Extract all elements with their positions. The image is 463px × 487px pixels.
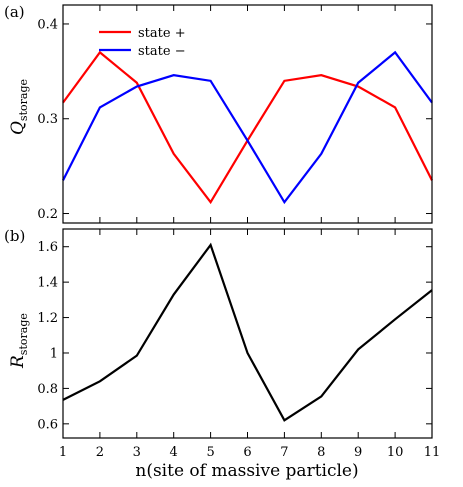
panel-a-series-line-0 xyxy=(62,50,433,205)
panel-b-xtick-label: 6 xyxy=(243,445,251,460)
legend: state + state − xyxy=(99,26,186,59)
panel-a-label: (a) xyxy=(4,3,25,21)
panel-b-ylabel: Rstorage xyxy=(8,313,30,369)
panel-b-series-line-0 xyxy=(62,242,433,422)
panel-b-xtick-label: 5 xyxy=(206,445,214,460)
panel-b-xlabel: n(site of massive particle) xyxy=(135,461,358,481)
panel-b-xtick-label: 4 xyxy=(170,445,178,460)
panel-b-xtick-label: 2 xyxy=(96,445,104,460)
panel-a-series-line-1 xyxy=(62,50,433,205)
panel-b-ytick-label: 1.6 xyxy=(37,240,58,255)
panel-b-ytick-label: 1.4 xyxy=(37,276,58,291)
panel-b-ylabel-sub: storage xyxy=(17,313,30,355)
panel-b-xtick-label: 3 xyxy=(133,445,141,460)
legend-label-state-minus: state − xyxy=(138,44,186,59)
panel-b-xtick-label: 1 xyxy=(59,445,67,460)
panel-b-frame xyxy=(62,228,433,439)
panel-b-ytick-label: 0.8 xyxy=(37,382,58,397)
panel-a-ytick-label: 0.4 xyxy=(37,17,58,32)
panel-a-ylabel-main: Q xyxy=(8,121,28,135)
panel-b-label: (b) xyxy=(4,227,25,245)
legend-label-state-plus: state + xyxy=(138,26,186,41)
panel-b: (b) 0.6 0.8 1 1.2 1.4 1.6 1 2 3 4 5 6 7 8 9 10 11 Rstora… xyxy=(4,227,440,481)
panel-a: (a) 0.2 0.3 0.4 Qstorage state + state − xyxy=(4,3,433,224)
panel-b-ylabel-main: R xyxy=(8,355,28,369)
panel-b-xtick-label: 11 xyxy=(424,445,441,460)
panel-a-frame xyxy=(62,4,433,224)
panel-b-ytick-label: 1 xyxy=(50,346,58,361)
panel-a-ylabel-sub: storage xyxy=(17,79,30,121)
panel-b-ticks: 0.6 0.8 1 1.2 1.4 1.6 1 2 3 4 5 6 7 8 9 10 11 xyxy=(37,229,440,460)
panel-b-xtick-label: 8 xyxy=(317,445,325,460)
panel-a-series xyxy=(62,50,433,205)
panel-b-xtick-label: 7 xyxy=(280,445,288,460)
panel-b-ytick-label: 1.2 xyxy=(37,311,58,326)
panel-b-xtick-label: 9 xyxy=(354,445,362,460)
panel-b-xtick-label: 10 xyxy=(387,445,404,460)
panel-b-ytick-label: 0.6 xyxy=(37,417,58,432)
panel-b-series xyxy=(62,242,433,422)
panel-a-ytick-label: 0.3 xyxy=(37,112,58,127)
panel-a-ytick-label: 0.2 xyxy=(37,207,58,222)
panel-a-ylabel: Qstorage xyxy=(8,79,30,135)
